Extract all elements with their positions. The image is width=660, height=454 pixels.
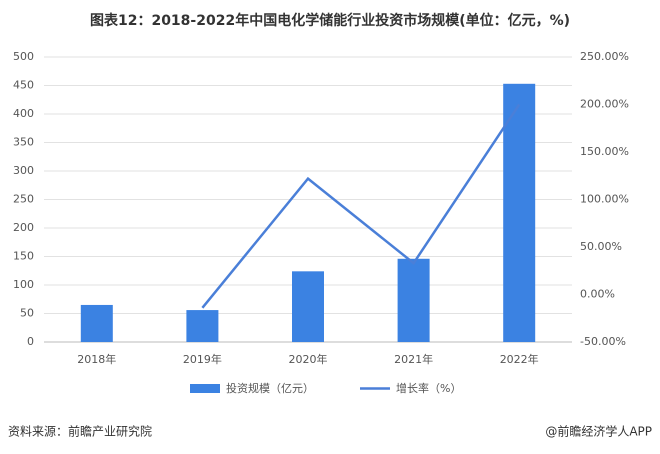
y-tick-label: 450	[13, 79, 34, 92]
x-tick-label: 2021年	[394, 352, 433, 366]
y-tick-label: 500	[13, 50, 34, 63]
y-tick-label: 200	[13, 221, 34, 234]
bar	[397, 258, 430, 342]
y2-tick-label: 0.00%	[580, 288, 615, 301]
y-tick-label: 0	[27, 335, 34, 348]
y2-tick-label: -50.00%	[580, 335, 626, 348]
x-tick-label: 2019年	[183, 352, 222, 366]
bar	[80, 304, 113, 342]
legend-label: 投资规模（亿元）	[226, 381, 314, 395]
source: 资料来源：前瞻产业研究院	[8, 424, 152, 439]
line	[201, 103, 521, 309]
y2-tick-label: 250.00%	[580, 50, 629, 63]
y-tick-label: 300	[13, 164, 34, 177]
y-tick-label: 100	[13, 278, 34, 291]
y2-tick-label: 150.00%	[580, 145, 629, 158]
y2-tick-label: 50.00%	[580, 240, 622, 253]
x-tick-label: 2020年	[289, 352, 328, 366]
credit: @前瞻经济学人APP	[545, 424, 652, 439]
y-tick-label: 250	[13, 193, 34, 206]
x-tick-label: 2022年	[500, 352, 539, 366]
bar	[292, 271, 324, 342]
chart-title: 图表12：2018-2022年中国电化学储能行业投资市场规模(单位：亿元，%)	[90, 12, 570, 29]
x-tick-label: 2018年	[77, 352, 116, 366]
legend-swatch	[190, 384, 220, 393]
y-tick-label: 150	[13, 250, 34, 263]
legend-label: 增长率（%）	[396, 381, 461, 395]
y2-tick-label: 200.00%	[580, 98, 629, 111]
y2-tick-label: 100.00%	[580, 193, 629, 206]
bar	[503, 83, 536, 342]
bar	[186, 310, 219, 342]
y-tick-label: 400	[13, 107, 34, 120]
y-tick-label: 50	[20, 307, 34, 320]
y-tick-label: 350	[13, 136, 34, 149]
